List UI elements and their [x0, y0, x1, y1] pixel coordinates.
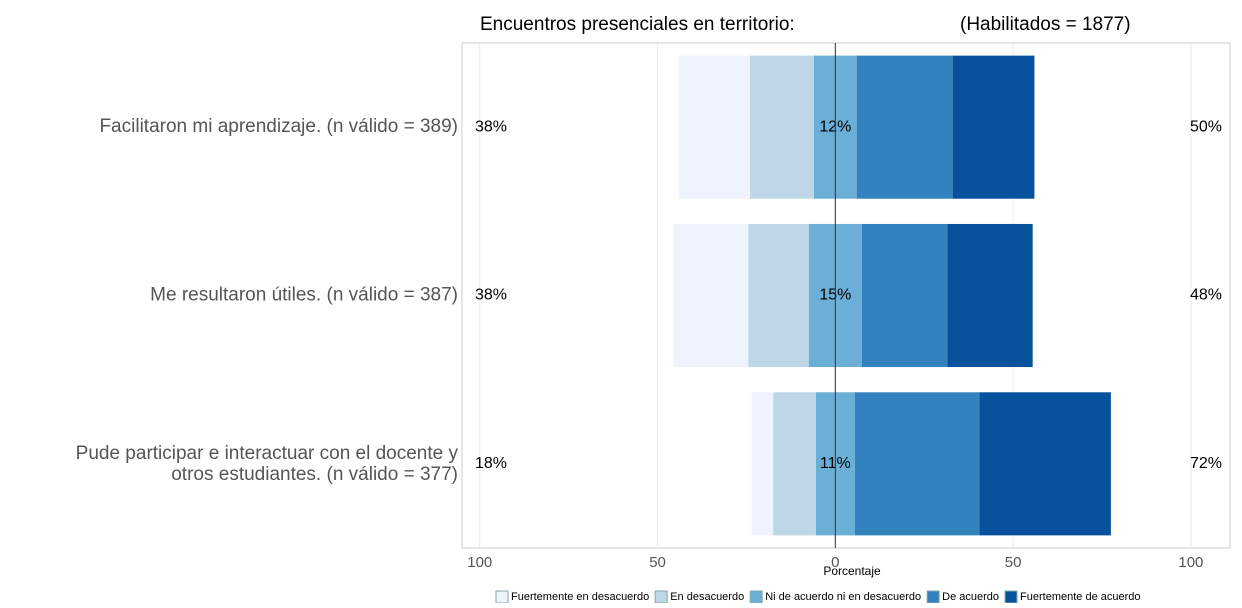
bar-segment: [673, 223, 749, 368]
bar-segment: [750, 55, 814, 199]
x-tick-label: 50: [1005, 554, 1022, 571]
chart-subtitle: (Habilitados = 1877): [960, 14, 1131, 35]
bar-segment: [854, 392, 980, 536]
category-label-line: Facilitaron mi aprendizaje. (n válido = …: [99, 116, 458, 137]
left-total-label: 38%: [475, 287, 507, 304]
legend-swatch: [749, 590, 763, 604]
legend-label: Fuertemente en desacuerdo: [511, 591, 649, 603]
plot-frame: [461, 42, 1231, 549]
category-label-line: otros estudiantes. (n válido = 377): [171, 464, 458, 485]
left-total-label: 18%: [475, 455, 507, 472]
x-axis-label: Porcentaje: [823, 564, 881, 578]
legend-swatch: [1004, 590, 1018, 604]
right-total-label: 50%: [1190, 118, 1222, 135]
bar-segment: [947, 223, 1033, 368]
left-total-label: 38%: [475, 118, 507, 135]
bar-segment: [979, 392, 1111, 536]
right-total-label: 48%: [1190, 287, 1222, 304]
x-tick-label: 50: [649, 554, 666, 571]
category-label: Facilitaron mi aprendizaje. (n válido = …: [99, 116, 458, 137]
right-total-label: 72%: [1190, 455, 1222, 472]
legend-label: Ni de acuerdo ni en desacuerdo: [765, 591, 921, 603]
legend-swatch: [495, 590, 509, 604]
x-tick-label: 100: [467, 554, 492, 571]
legend-label: Fuertemente de acuerdo: [1020, 591, 1140, 603]
category-label-line: Me resultaron útiles. (n válido = 387): [150, 285, 458, 306]
legend-swatch: [926, 590, 940, 604]
bar-segment: [751, 392, 774, 536]
bar-segment: [748, 223, 809, 368]
legend-label: De acuerdo: [942, 591, 999, 603]
x-tick-label: 0: [831, 554, 839, 571]
bar-segment: [862, 223, 948, 368]
category-label: Pude participar e interactuar con el doc…: [76, 443, 459, 485]
bar-segment: [678, 55, 750, 199]
bar-segment: [952, 55, 1035, 199]
legend-label: En desacuerdo: [670, 591, 744, 603]
bar-segment: [773, 392, 816, 536]
category-label-line: Pude participar e interactuar con el doc…: [76, 443, 459, 464]
legend-swatch: [654, 590, 668, 604]
chart-title: Encuentros presenciales en territorio:: [480, 14, 795, 35]
bar-segment: [856, 55, 953, 199]
category-label: Me resultaron útiles. (n válido = 387): [150, 285, 458, 306]
x-tick-label: 100: [1178, 554, 1203, 571]
